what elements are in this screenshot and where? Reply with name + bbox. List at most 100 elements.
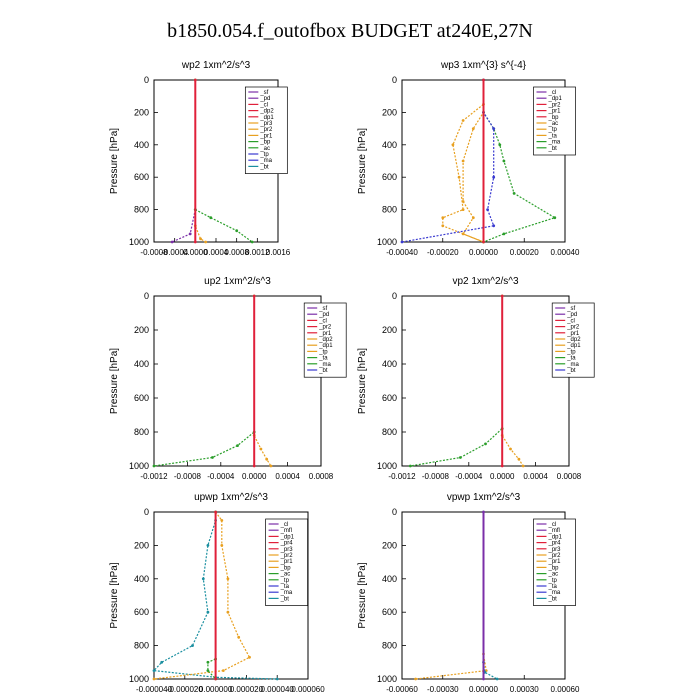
data-point [193, 240, 197, 244]
x-tick-label: -0.0008 [422, 472, 450, 481]
chart-5-title: upwp 1xm^2/s^3 [194, 492, 268, 503]
legend-label: _pd [318, 312, 329, 318]
y-tick-label: 800 [134, 641, 149, 651]
legend-label: _pr2 [280, 553, 294, 559]
page-title: b1850.054.f_outofbox BUDGET at240E,27N [167, 20, 533, 42]
y-axis-label: Pressure [hPa] [109, 128, 120, 194]
legend-label: _ma [548, 590, 561, 596]
data-point [236, 444, 239, 447]
legend-label: _pr2 [318, 325, 332, 331]
x-tick-label: 0.0008 [557, 472, 582, 481]
y-tick-label: 0 [144, 75, 149, 85]
y-tick-label: 1000 [129, 237, 149, 247]
legend-label: _ta [280, 584, 290, 590]
data-point [492, 224, 496, 228]
data-point [250, 240, 254, 244]
y-tick-label: 400 [382, 140, 397, 150]
legend-box [244, 86, 288, 174]
legend-label: _pr1 [318, 331, 332, 337]
data-point [461, 232, 465, 236]
x-tick-label: -0.00030 [427, 685, 459, 694]
series-line [171, 80, 196, 243]
legend-label: _ma [280, 590, 293, 596]
data-point [461, 208, 465, 212]
legend-label: _sf [259, 90, 268, 96]
series-line [194, 80, 253, 243]
data-point [414, 677, 417, 681]
data-point [521, 464, 525, 468]
legend-label: _cl [318, 318, 327, 324]
y-tick-label: 200 [134, 325, 149, 335]
legend-label: _pr3 [280, 547, 294, 553]
data-point [237, 635, 241, 639]
data-point [492, 175, 496, 179]
chart-4-title: vp2 1xm^2/s^3 [452, 276, 519, 287]
series-line [415, 512, 487, 680]
x-tick-label: -0.00040 [386, 248, 418, 257]
y-tick-label: 200 [382, 540, 397, 550]
data-point [160, 660, 164, 664]
legend-label: _ta [548, 133, 558, 139]
legend-label: _cl [548, 90, 557, 96]
x-tick-label: -0.0004 [161, 248, 189, 257]
series-line [194, 80, 207, 243]
legend-label: _bp [548, 115, 560, 121]
legend-box [303, 302, 347, 378]
data-point [152, 464, 156, 468]
series-line [401, 80, 495, 243]
data-point [152, 677, 156, 681]
legend-label: _dp1 [259, 115, 274, 121]
y-tick-label: 400 [134, 574, 149, 584]
x-tick-label: -0.0012 [140, 472, 168, 481]
legend-label: _dp1 [548, 96, 563, 102]
x-tick-label: 0.00020 [510, 248, 539, 257]
data-point [275, 677, 279, 681]
data-point [492, 127, 496, 130]
legend-label: _ac [548, 121, 559, 127]
legend-label: _dp1 [280, 534, 295, 540]
data-point [457, 175, 461, 179]
x-tick-label: 0.0012 [245, 248, 270, 257]
chart-3-frame [153, 295, 322, 467]
legend-label: _dp1 [566, 343, 581, 349]
y-tick-label: 800 [382, 427, 397, 437]
x-tick-label: -0.0008 [140, 248, 168, 257]
series-line [153, 511, 251, 680]
x-tick-label: 0.000020 [230, 685, 264, 694]
legend-label: _pr3 [548, 547, 562, 553]
data-point [206, 544, 210, 547]
y-tick-label: 0 [144, 507, 149, 517]
legend-label: _tp [280, 578, 290, 584]
x-tick-label: 0.00060 [551, 685, 580, 694]
data-point [252, 294, 256, 298]
x-tick-label: -0.0012 [388, 472, 416, 481]
x-tick-label: 0.000000 [199, 685, 233, 694]
x-tick-label: 0.0004 [275, 472, 300, 481]
y-tick-label: 600 [382, 607, 397, 617]
y-tick-label: 200 [382, 325, 397, 335]
data-point [206, 610, 210, 614]
data-point [482, 677, 485, 681]
legend-box [533, 518, 576, 606]
chart-3-title: up2 1xm^2/s^3 [204, 276, 271, 287]
data-point [459, 456, 462, 459]
y-tick-label: 400 [382, 359, 397, 369]
data-point [461, 159, 465, 163]
data-point [461, 200, 465, 203]
data-point [265, 457, 269, 461]
x-tick-label: -0.000020 [167, 685, 204, 694]
x-tick-label: -0.000040 [136, 685, 173, 694]
data-point [461, 119, 465, 122]
data-point [206, 660, 210, 664]
legend-label: _tp [318, 349, 328, 355]
y-tick-label: 800 [134, 427, 149, 437]
legend-label: _ac [548, 572, 559, 578]
x-tick-label: 0.0004 [523, 472, 548, 481]
legend-label: _tp [548, 578, 558, 584]
legend-label: _pr1 [280, 559, 294, 565]
series-line [501, 296, 524, 467]
y-tick-label: 400 [134, 359, 149, 369]
legend-label: _pr4 [280, 541, 294, 547]
y-tick-label: 400 [134, 140, 149, 150]
data-point [226, 610, 230, 614]
